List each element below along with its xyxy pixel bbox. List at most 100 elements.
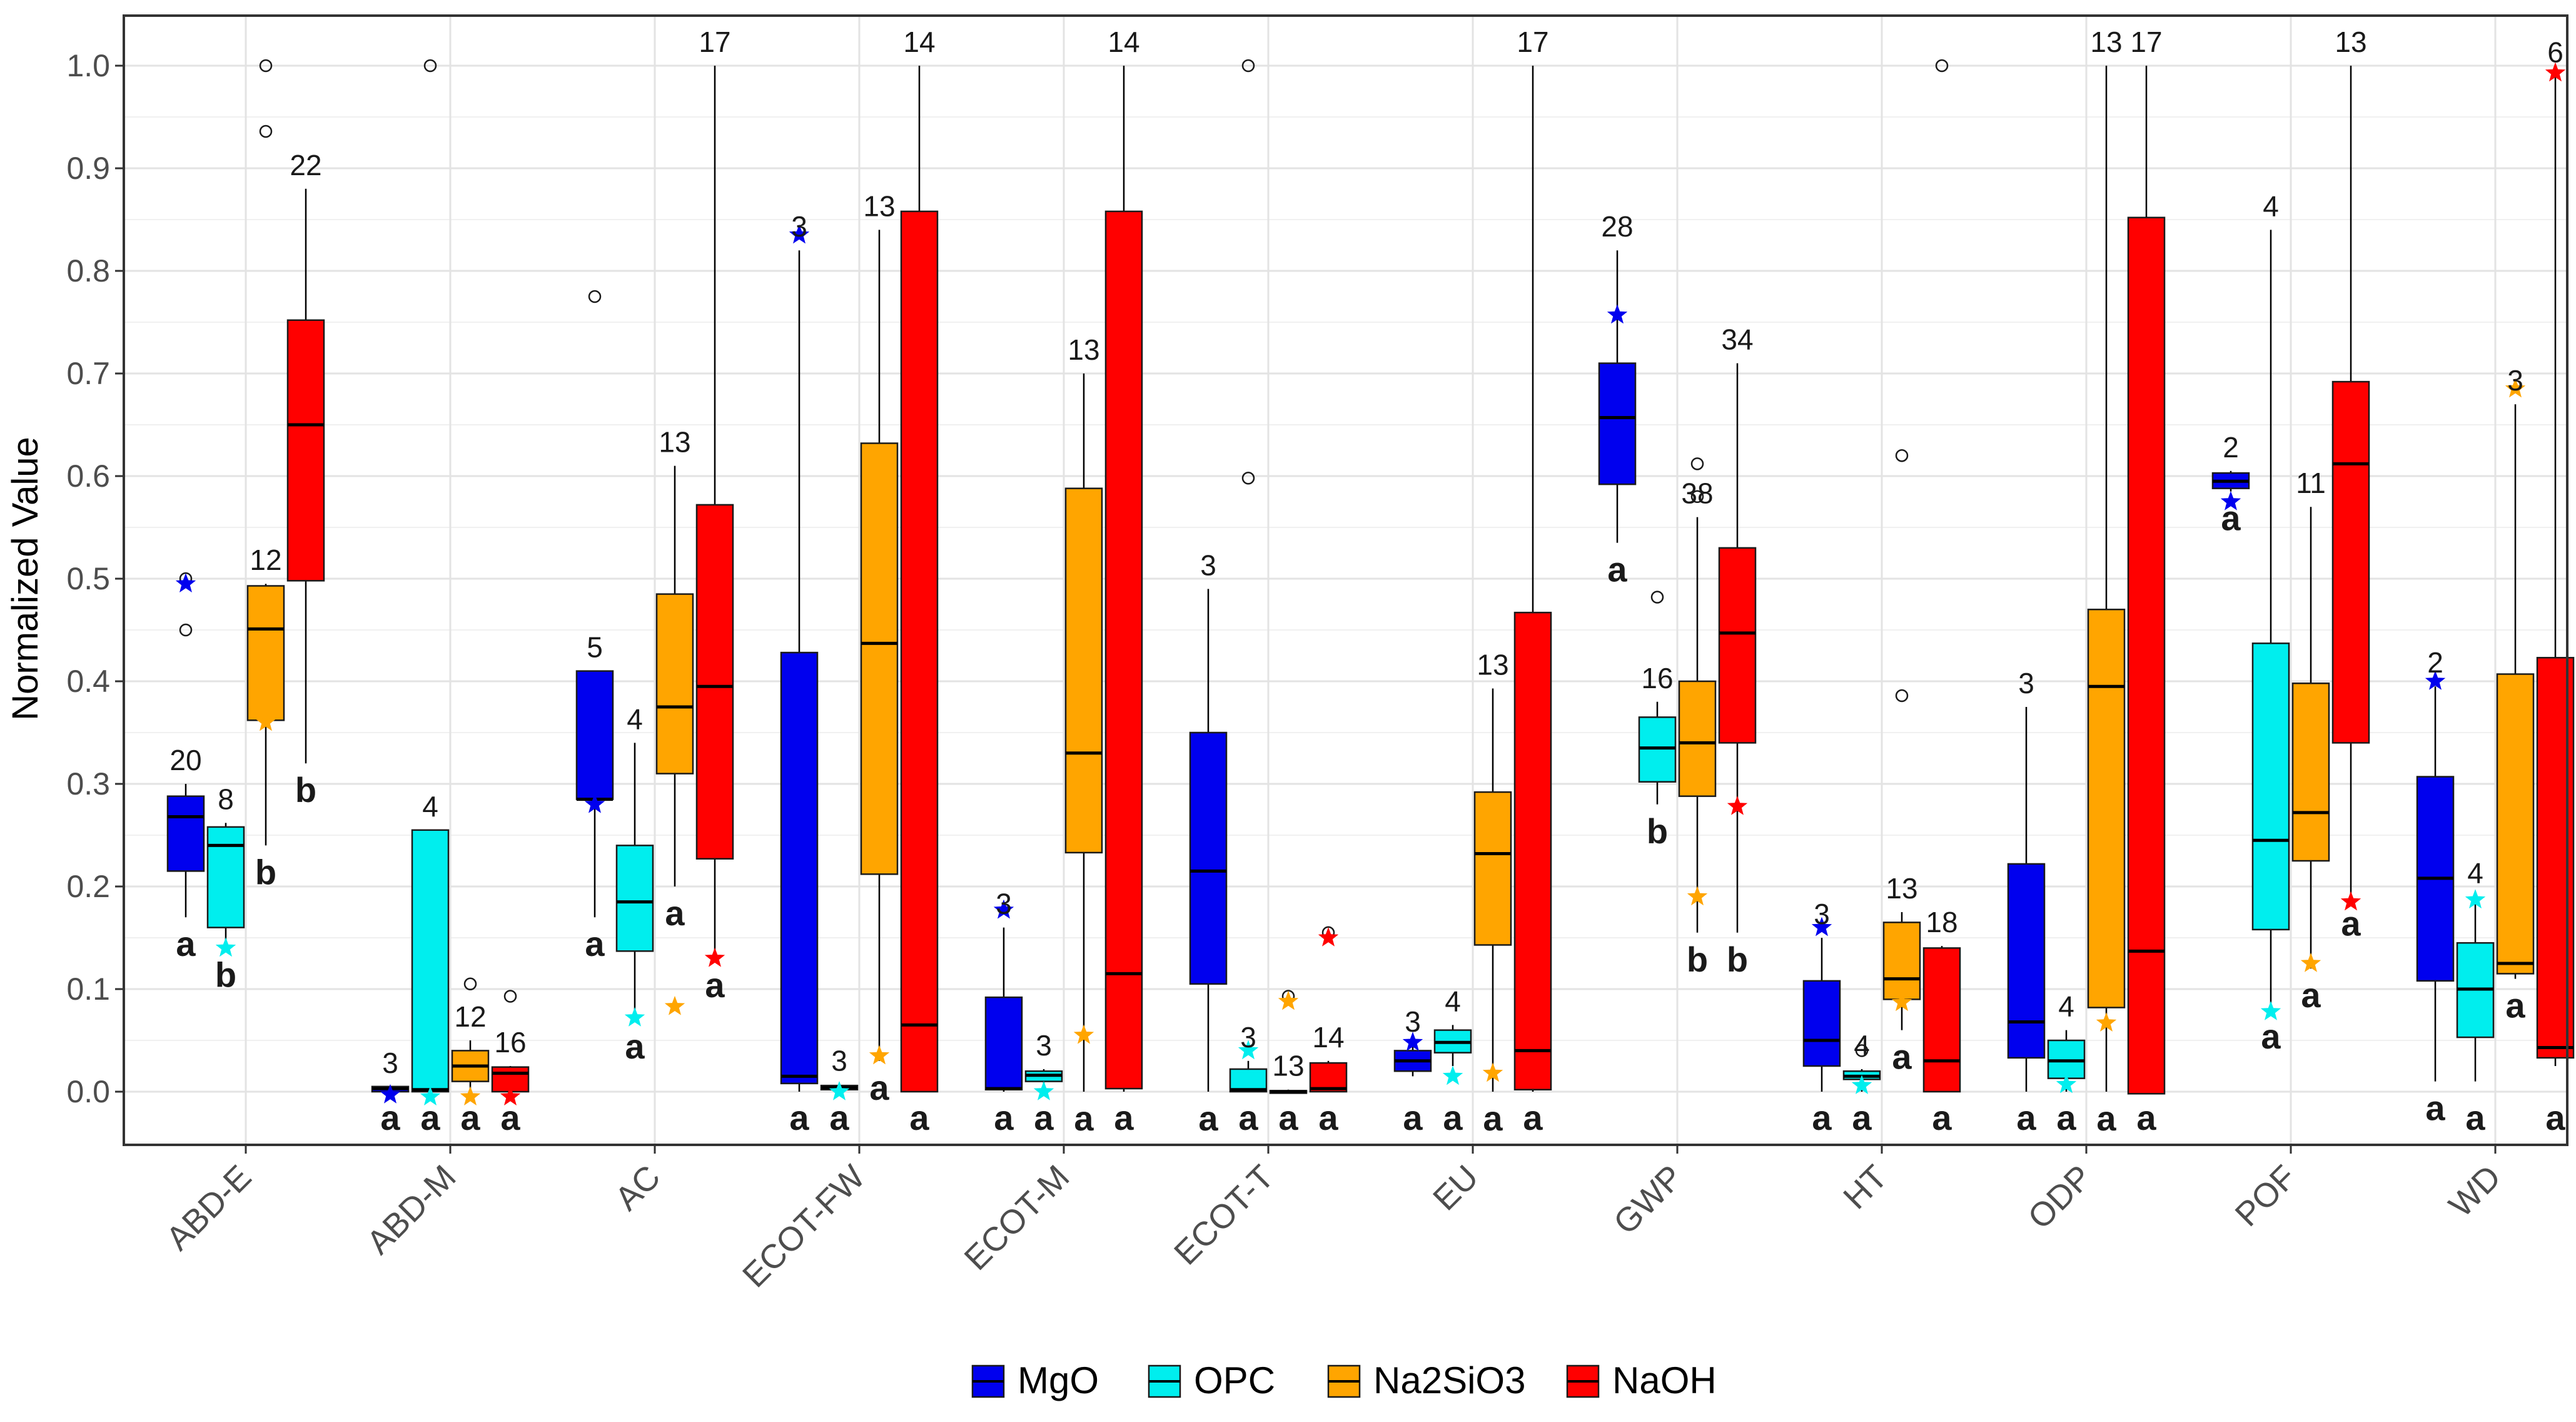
group-letter: a xyxy=(829,1098,849,1137)
count-label: 5 xyxy=(587,631,603,664)
box-body xyxy=(206,826,245,928)
count-label: 4 xyxy=(1854,1029,1870,1062)
count-label: 3 xyxy=(1036,1029,1052,1062)
group-letter: a xyxy=(1238,1098,1258,1137)
box-naoh-ht: 18 a xyxy=(1922,59,1961,1137)
group-letter: a xyxy=(380,1098,400,1137)
mean-star xyxy=(1687,886,1708,906)
count-label: 3 xyxy=(831,1045,847,1077)
outlier-point xyxy=(1650,591,1664,604)
count-label: 3 xyxy=(2018,667,2034,699)
box-opc-abd-m: 4a xyxy=(411,59,450,1137)
group-letter: a xyxy=(1034,1098,1054,1137)
mean-star xyxy=(2096,1012,2117,1032)
box-body xyxy=(984,996,1023,1090)
group-letter: a xyxy=(994,1098,1014,1137)
box-mgo-eu: 3a xyxy=(1393,1005,1432,1137)
box-body xyxy=(1598,362,1637,485)
mean-star xyxy=(1318,927,1339,947)
legend-item-opc: OPC xyxy=(1148,1359,1275,1401)
box-mgo-ecot-m: 3a xyxy=(984,888,1023,1137)
count-label: 20 xyxy=(169,744,201,776)
box-na2sio3-ecot-t: 13 a xyxy=(1269,990,1308,1137)
count-label: 4 xyxy=(2058,990,2074,1023)
group-letter: a xyxy=(2301,975,2321,1015)
count-label: 3 xyxy=(382,1047,398,1079)
box-opc-abd-e: 8b xyxy=(206,783,245,994)
count-label: 13 xyxy=(1886,872,1917,905)
box-body xyxy=(575,670,614,800)
group-letter: b xyxy=(215,955,236,994)
count-label: 4 xyxy=(627,703,643,735)
box-body xyxy=(1309,1062,1348,1093)
box-body xyxy=(860,442,899,875)
count-label: 11 xyxy=(2296,467,2326,499)
count-label: 14 xyxy=(1108,26,1139,58)
y-axis-ticks: 0.0 0.1 0.2 0.3 0.4 0.5 0.6 0.7 0.8 0.9 1.0 xyxy=(66,48,124,1109)
group-letter: a xyxy=(2016,1098,2036,1137)
mean-star xyxy=(584,793,605,813)
box-body xyxy=(2331,380,2370,744)
box-body xyxy=(1678,680,1717,797)
y-tick-label: 0.5 xyxy=(66,561,110,596)
outlier-point xyxy=(1690,457,1704,470)
mean-star xyxy=(215,937,236,957)
count-label: 3 xyxy=(1814,898,1830,930)
legend-item-na2sio3: Na2SiO3 xyxy=(1327,1359,1525,1401)
count-label: 3 xyxy=(996,888,1012,920)
box-body xyxy=(1104,210,1143,1090)
mean-star xyxy=(869,1045,890,1065)
box-mgo-ecot-fw: 3a xyxy=(780,210,819,1137)
box-na2sio3-pof: 11 a xyxy=(2291,467,2330,1015)
group-letter: a xyxy=(789,1098,809,1137)
group-letter: a xyxy=(1198,1099,1218,1138)
box-naoh-abd-m: 16 a xyxy=(491,990,530,1137)
box-naoh-ac: 17 a xyxy=(695,26,734,1005)
mean-star xyxy=(1482,1062,1503,1082)
group-letter: a xyxy=(1892,1037,1912,1077)
outlier-point xyxy=(1855,1044,1869,1057)
box-naoh-ecot-fw: 14 a xyxy=(900,26,939,1137)
y-tick-label: 0.2 xyxy=(66,869,110,904)
outlier-point xyxy=(259,124,273,138)
count-label: 18 xyxy=(1926,906,1957,938)
legend: MgO OPC Na2SiO3 NaOH xyxy=(971,1359,1717,1401)
y-tick-label: 0.8 xyxy=(66,253,110,288)
y-tick-label: 0.4 xyxy=(66,664,110,699)
legend-label: OPC xyxy=(1194,1359,1275,1401)
mean-star xyxy=(1727,796,1748,815)
count-label: 12 xyxy=(250,544,281,576)
mean-star xyxy=(2505,378,2526,398)
box-body xyxy=(2007,863,2046,1059)
group-letter: a xyxy=(2136,1098,2156,1137)
count-label: 2 xyxy=(2427,646,2443,679)
legend-item-naoh: NaOH xyxy=(1566,1359,1717,1401)
group-letter: a xyxy=(2221,499,2241,538)
box-body xyxy=(166,795,205,872)
box-body xyxy=(1922,947,1961,1093)
legend-label: MgO xyxy=(1018,1359,1099,1401)
count-label: 13 xyxy=(2335,26,2366,58)
count-label: 3 xyxy=(2507,364,2523,397)
group-letter: a xyxy=(176,924,196,963)
count-label: 38 xyxy=(1681,477,1713,510)
box-naoh-ecot-m: 14 a xyxy=(1104,26,1143,1137)
box-opc-odp: 4a xyxy=(2047,990,2086,1137)
mean-star xyxy=(1891,992,1912,1012)
y-tick-label: 1.0 xyxy=(66,48,110,83)
count-label: 34 xyxy=(1721,323,1753,356)
group-letter: a xyxy=(1852,1098,1872,1137)
outlier-point xyxy=(588,290,602,303)
group-letter: a xyxy=(1483,1099,1503,1138)
box-na2sio3-ht: 13 a xyxy=(1882,449,1921,1077)
group-letter: a xyxy=(1932,1098,1952,1137)
group-letter: a xyxy=(1443,1098,1463,1137)
count-label: 6 xyxy=(2547,36,2563,68)
box-body xyxy=(2127,216,2166,1095)
group-letter: a xyxy=(1318,1098,1338,1137)
count-label: 3 xyxy=(1240,1021,1256,1054)
box-body xyxy=(286,319,325,582)
box-body xyxy=(1473,791,1512,946)
outlier-point xyxy=(1690,490,1704,504)
